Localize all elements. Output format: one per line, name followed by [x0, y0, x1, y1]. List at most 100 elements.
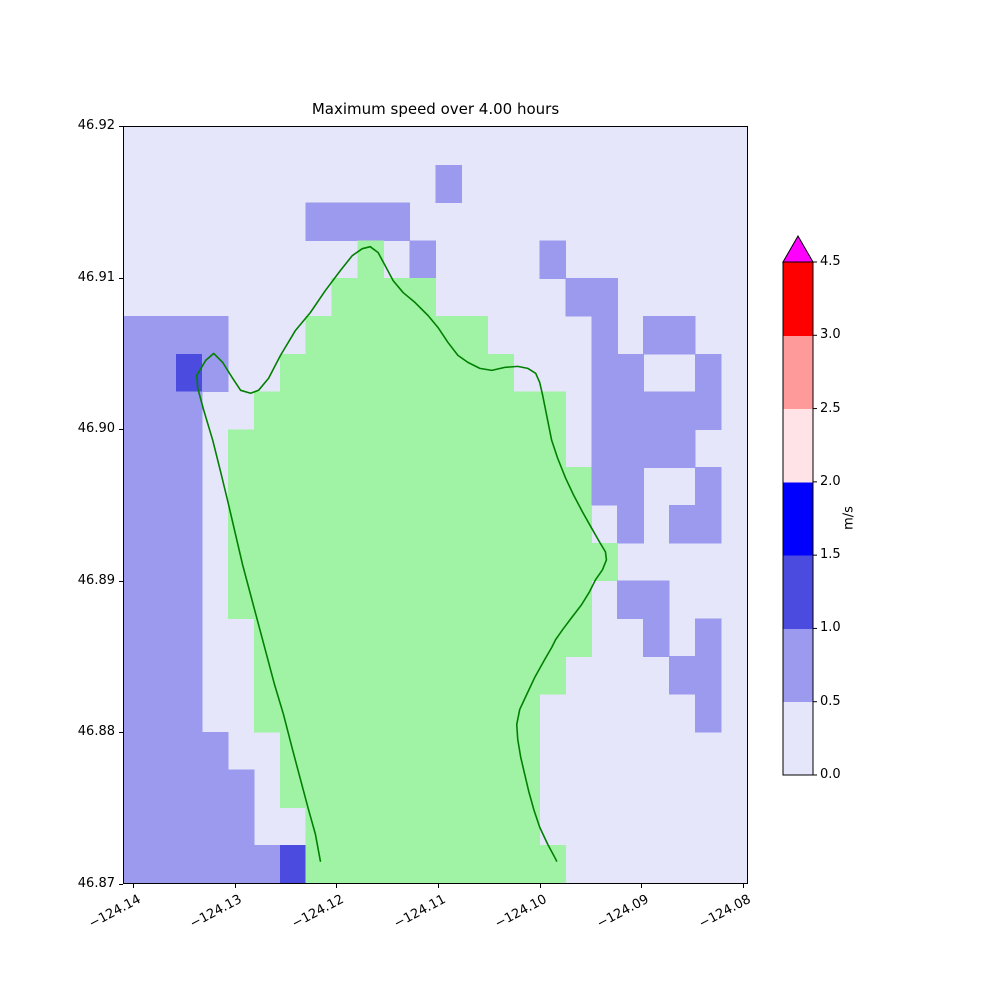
colorbar-segment [783, 481, 813, 556]
heatmap-cell [461, 542, 489, 582]
colorbar-tick-label: 0.5 [820, 693, 841, 709]
heatmap-cell [461, 731, 489, 771]
heatmap-cell [124, 353, 151, 393]
heatmap-cell [279, 580, 307, 619]
heatmap-cell [461, 467, 489, 506]
heatmap-cell [331, 694, 359, 733]
heatmap-cell [124, 580, 151, 619]
heatmap-cell [409, 429, 437, 468]
heatmap-cell [513, 467, 540, 506]
heatmap-cell [565, 278, 592, 317]
heatmap-cell [487, 845, 514, 883]
y-tick-mark [119, 580, 123, 582]
heatmap-cell [461, 391, 489, 430]
heatmap-cell [331, 807, 359, 846]
heatmap-cell [539, 505, 566, 544]
heatmap-cell [279, 618, 307, 657]
heatmap-cell [149, 353, 177, 393]
heatmap-cell [669, 391, 696, 430]
heatmap-cell [357, 505, 385, 544]
heatmap-cell [409, 618, 437, 657]
heatmap-cell [695, 467, 722, 506]
y-tick-mark [119, 429, 123, 431]
heatmap-cell [227, 429, 255, 468]
x-tick-label-text: −124.11 [391, 892, 449, 932]
heatmap-cell [591, 542, 618, 582]
heatmap-cell [124, 769, 151, 808]
heatmap-cell [383, 769, 411, 808]
heatmap-cell [149, 580, 177, 619]
heatmap-cell [669, 429, 696, 468]
heatmap-cell [513, 845, 540, 883]
x-tick-label-text: −124.09 [594, 892, 652, 932]
heatmap-cell [279, 542, 307, 582]
heatmap-cell [461, 769, 489, 808]
colorbar-over-arrow [782, 234, 814, 263]
y-tick-label: 46.91 [77, 269, 115, 285]
heatmap-cell [357, 353, 385, 393]
heatmap-cell [175, 694, 203, 733]
heatmap-cell [695, 505, 722, 544]
colorbar-unit-label: m/s [841, 506, 857, 530]
heatmap-cell [487, 656, 514, 695]
heatmap-cell [124, 845, 151, 883]
chart-title: Maximum speed over 4.00 hours [311, 100, 560, 118]
heatmap-cell [279, 505, 307, 544]
heatmap-cell [513, 542, 540, 582]
heatmap-cell [513, 618, 540, 657]
heatmap-cell [357, 618, 385, 657]
heatmap-cell [539, 580, 566, 619]
x-tick-mark [539, 884, 541, 888]
heatmap-cell [279, 467, 307, 506]
heatmap-cell [409, 542, 437, 582]
heatmap-cell [149, 769, 177, 808]
heatmap-cell [565, 580, 592, 619]
heatmap-cell [435, 353, 463, 393]
heatmap-cell [383, 807, 411, 846]
y-tick-mark [119, 277, 123, 279]
x-tick-mark [742, 884, 744, 888]
x-tick-label-text: −124.13 [188, 892, 245, 932]
heatmap-cell [409, 769, 437, 808]
heatmap-cell [383, 391, 411, 430]
heatmap-canvas [124, 127, 747, 883]
heatmap-cell [331, 618, 359, 657]
heatmap-cell [487, 353, 514, 393]
heatmap-cell [253, 694, 281, 733]
heatmap-cell [227, 580, 255, 619]
heatmap-cell [461, 845, 489, 883]
heatmap-cell [305, 542, 333, 582]
heatmap-cell [253, 391, 281, 430]
colorbar-segment [783, 628, 813, 703]
heatmap-cell [124, 467, 151, 506]
heatmap-cell [409, 316, 437, 355]
heatmap-cell [175, 769, 203, 808]
y-tick-label: 46.89 [77, 572, 115, 588]
heatmap-cell [487, 694, 514, 733]
heatmap-cell [357, 656, 385, 695]
heatmap-cell [643, 316, 670, 355]
heatmap-cell [149, 694, 177, 733]
heatmap-cell [331, 353, 359, 393]
heatmap-cell [201, 845, 229, 883]
heatmap-cell [409, 656, 437, 695]
colorbar-tick-label: 1.0 [820, 620, 841, 636]
heatmap-cell [669, 505, 696, 544]
heatmap-cell [487, 769, 514, 808]
heatmap-cell [435, 580, 463, 619]
heatmap-cell [201, 807, 229, 846]
heatmap-cell [331, 429, 359, 468]
heatmap-cell [565, 505, 592, 544]
heatmap-cell [409, 807, 437, 846]
heatmap-cell [487, 731, 514, 771]
heatmap-cell [409, 353, 437, 393]
heatmap-cell [201, 316, 229, 355]
heatmap-cell [383, 694, 411, 733]
heatmap-cell [331, 202, 359, 241]
heatmap-cell [253, 845, 281, 883]
x-tick-mark [641, 884, 643, 888]
y-tick-mark [119, 884, 123, 885]
heatmap-cell [539, 429, 566, 468]
heatmap-cell [201, 731, 229, 771]
colorbar-tick-label: 0.0 [820, 767, 841, 782]
